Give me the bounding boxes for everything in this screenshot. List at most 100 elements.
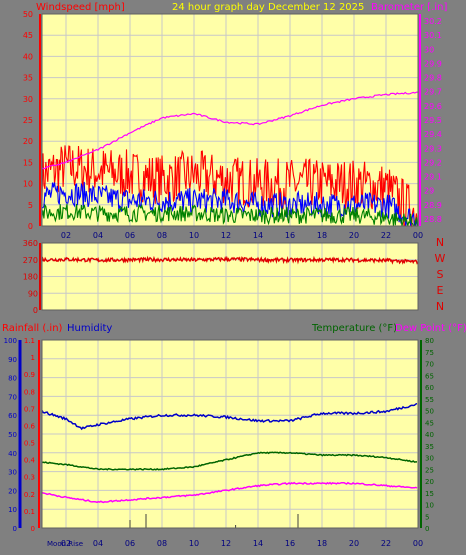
direction-y-tick-label: 0 (33, 306, 38, 315)
rainfall-y-tick-label: 0.7 (24, 405, 35, 413)
wind-y-tick-label: 50 (23, 10, 33, 19)
temperature-y-tick-label: 80 (425, 337, 434, 345)
x-tick-label-wind: 20 (349, 231, 359, 240)
x-tick-label-wind: 22 (381, 231, 391, 240)
rainfall-y-tick-label: 0.4 (24, 457, 36, 465)
wind-y-tick-label: 0 (28, 222, 33, 231)
wind-y-tick-label: 15 (23, 158, 33, 167)
direction-y-tick-label: 180 (23, 273, 38, 282)
humidity-y-tick-label: 0 (13, 525, 17, 533)
barometer-y-tick-label: 29.2 (424, 158, 442, 167)
x-tick-label-wind: 00 (413, 231, 423, 240)
humidity-header: Humidity (67, 323, 112, 334)
barometer-y-tick-label: 29.3 (424, 144, 442, 153)
graph-title: 24 hour graph day December 12 2025 (172, 2, 364, 13)
compass-label: E (437, 284, 444, 297)
compass-label: W (435, 252, 446, 265)
temperature-y-tick-label: 45 (425, 419, 434, 427)
barometer-y-tick-label: 30.2 (424, 17, 442, 26)
barometer-y-tick-label: 30 (424, 45, 434, 54)
x-tick-label-wind: 18 (317, 231, 327, 240)
temperature-header: Temperature (°F) (311, 323, 397, 334)
barometer-y-tick-label: 29.9 (424, 59, 442, 68)
barometer-y-tick-label: 29.5 (424, 116, 442, 125)
humidity-y-tick-label: 80 (8, 375, 17, 383)
panel-border (41, 339, 419, 529)
temperature-y-tick-label: 15 (425, 490, 434, 498)
barometer-y-tick-label: 29 (424, 187, 434, 196)
series-barometer (41, 91, 419, 170)
barometer-header: Barometer [.in] (371, 2, 447, 13)
rainfall-y-tick-label: 0.1 (24, 508, 35, 516)
barometer-y-tick-label: 28.9 (424, 201, 442, 210)
x-tick-label-lower: 08 (157, 539, 167, 548)
barometer-y-tick-label: 28.8 (424, 215, 442, 224)
rainfall-y-tick-label: 0.8 (24, 388, 35, 396)
x-tick-label-lower: 16 (285, 539, 295, 548)
rainfall-y-tick-label: 1 (31, 354, 35, 362)
humidity-y-tick-label: 70 (8, 393, 17, 401)
x-tick-label-wind: 02 (61, 231, 71, 240)
x-tick-label-lower: 18 (317, 539, 327, 548)
barometer-y-tick-label: 29.7 (424, 88, 442, 97)
temperature-y-tick-label: 60 (425, 384, 434, 392)
x-tick-label-wind: 04 (93, 231, 103, 240)
wind-y-tick-label: 20 (23, 137, 33, 146)
series-dew-point (41, 481, 418, 504)
wind-y-tick-label: 30 (23, 95, 33, 104)
temperature-y-tick-label: 20 (425, 478, 434, 486)
temperature-y-tick-label: 75 (425, 349, 434, 357)
direction-y-tick-label: 90 (28, 289, 38, 298)
temperature-y-tick-label: 25 (425, 466, 434, 474)
rainfall-y-tick-label: 0.5 (24, 440, 35, 448)
dew-point-header: Dew Point (°F) (395, 323, 466, 334)
humidity-y-tick-label: 10 (8, 506, 17, 514)
temperature-y-tick-label: 40 (425, 431, 434, 439)
temperature-y-tick-label: 55 (425, 396, 434, 404)
series-windspeed-gust (41, 145, 418, 228)
wind-y-tick-label: 35 (23, 74, 33, 83)
rainfall-header: Rainfall (.in) (2, 323, 63, 334)
windspeed-header: Windspeed [mph] (36, 2, 125, 13)
x-tick-label-wind: 14 (253, 231, 263, 240)
moon-rise-label: Moon Rise (47, 540, 83, 548)
x-tick-label-lower: 02 (61, 539, 71, 548)
x-tick-label-lower: 04 (93, 539, 103, 548)
barometer-y-tick-label: 29.8 (424, 74, 442, 83)
x-tick-label-lower: 00 (413, 539, 423, 548)
temperature-y-tick-label: 50 (425, 408, 434, 416)
temperature-y-tick-label: 70 (425, 361, 434, 369)
axis-layer: 0202040406060808101012121414161618182020… (4, 10, 446, 548)
x-tick-label-wind: 08 (157, 231, 167, 240)
x-tick-label-lower: 14 (253, 539, 263, 548)
wind-y-tick-label: 10 (23, 180, 33, 189)
rainfall-y-tick-label: 1.1 (24, 337, 35, 345)
direction-y-tick-label: 270 (23, 256, 38, 265)
rainfall-y-tick-label: 0.6 (24, 422, 36, 430)
temperature-y-tick-label: 10 (425, 502, 434, 510)
x-tick-label-lower: 06 (125, 539, 135, 548)
x-tick-label-lower: 20 (349, 539, 359, 548)
temperature-y-tick-label: 30 (425, 455, 434, 463)
rainfall-y-tick-label: 0.3 (24, 474, 35, 482)
humidity-y-tick-label: 50 (8, 431, 17, 439)
wind-y-tick-label: 5 (28, 201, 33, 210)
compass-label: N (436, 236, 444, 249)
series-layer (41, 91, 419, 529)
barometer-y-tick-label: 29.6 (424, 102, 442, 111)
temperature-y-tick-label: 35 (425, 443, 434, 451)
barometer-y-tick-label: 29.1 (424, 173, 442, 182)
panel-border (41, 13, 419, 227)
x-tick-label-lower: 12 (221, 539, 231, 548)
x-tick-label-wind: 06 (125, 231, 135, 240)
humidity-y-tick-label: 90 (8, 356, 17, 364)
barometer-y-tick-label: 30.1 (424, 31, 442, 40)
humidity-y-tick-label: 20 (8, 487, 17, 495)
wind-y-tick-label: 45 (23, 31, 33, 40)
temperature-y-tick-label: 5 (425, 513, 429, 521)
panel-border (41, 242, 419, 311)
temperature-y-tick-label: 0 (425, 525, 429, 533)
x-tick-label-wind: 10 (189, 231, 199, 240)
